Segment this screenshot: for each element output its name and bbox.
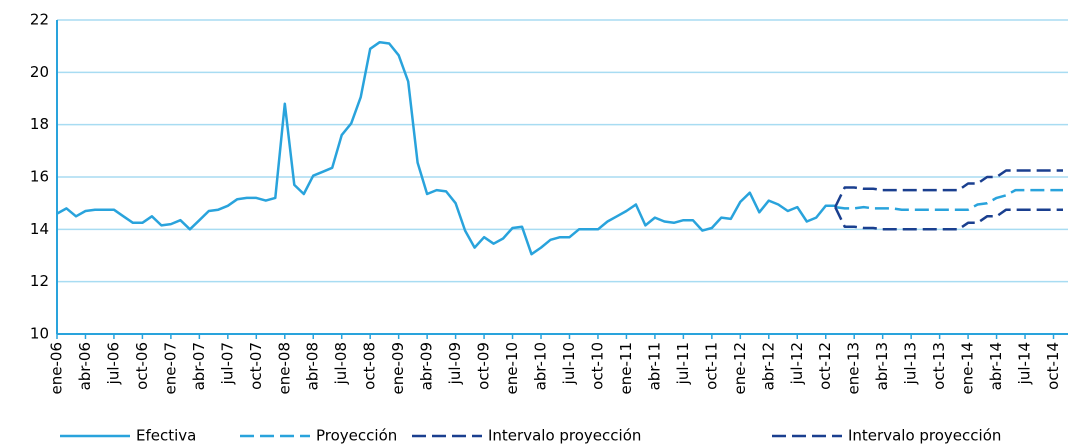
x-tick-label: jul-14 (1016, 342, 1034, 385)
x-tick-label: oct-12 (816, 342, 834, 390)
x-tick-label: abr-08 (304, 342, 322, 390)
x-tick-label: abr-11 (645, 342, 663, 390)
x-tick-label: abr-13 (873, 342, 891, 390)
y-tick-label: 22 (30, 11, 49, 29)
x-tick-label: oct-11 (702, 342, 720, 390)
legend-label: Efectiva (136, 427, 196, 445)
y-tick-label: 20 (30, 63, 49, 81)
legend-label: Intervalo proyección (848, 427, 1001, 445)
y-tick-label: 12 (30, 272, 49, 290)
x-tick-label: ene-07 (161, 342, 179, 394)
x-tick-label: jul-08 (332, 342, 350, 385)
x-tick-label: jul-12 (788, 342, 806, 385)
x-tick-label: ene-10 (503, 342, 521, 394)
x-tick-label: ene-09 (389, 342, 407, 394)
x-tick-label: oct-14 (1044, 342, 1062, 390)
x-tick-label: ene-11 (617, 342, 635, 394)
y-tick-label: 16 (30, 168, 49, 186)
x-tick-label: jul-07 (218, 342, 236, 385)
x-tick-label: abr-07 (190, 342, 208, 390)
x-tick-label: oct-13 (930, 342, 948, 390)
x-tick-label: oct-09 (475, 342, 493, 390)
x-tick-label: jul-11 (674, 342, 692, 385)
x-tick-label: oct-10 (588, 342, 606, 390)
y-tick-label: 14 (30, 220, 49, 238)
x-tick-label: oct-07 (247, 342, 265, 390)
y-tick-label: 10 (30, 325, 49, 343)
x-tick-label: jul-06 (104, 342, 122, 385)
series-line (835, 188, 1063, 211)
series-line (834, 169, 1063, 208)
x-tick-label: ene-06 (48, 342, 66, 394)
x-tick-label: ene-08 (275, 342, 293, 394)
x-tick-label: oct-06 (133, 342, 151, 390)
legend-label: Intervalo proyección (488, 427, 641, 445)
x-tick-label: abr-10 (532, 342, 550, 390)
series-line (834, 206, 1063, 231)
y-tick-label: 18 (30, 115, 49, 133)
x-tick-label: ene-14 (959, 342, 977, 394)
x-tick-label: abr-14 (987, 342, 1005, 390)
x-tick-label: oct-08 (361, 342, 379, 390)
x-tick-label: jul-13 (902, 342, 920, 385)
x-tick-label: ene-12 (731, 342, 749, 394)
x-tick-label: abr-09 (418, 342, 436, 390)
x-tick-label: jul-10 (560, 342, 578, 385)
x-tick-label: abr-06 (76, 342, 94, 390)
x-tick-label: jul-09 (446, 342, 464, 385)
x-tick-label: ene-13 (845, 342, 863, 394)
series-line (56, 40, 836, 256)
legend-label: Proyección (316, 427, 397, 445)
x-tick-label: abr-12 (759, 342, 777, 390)
